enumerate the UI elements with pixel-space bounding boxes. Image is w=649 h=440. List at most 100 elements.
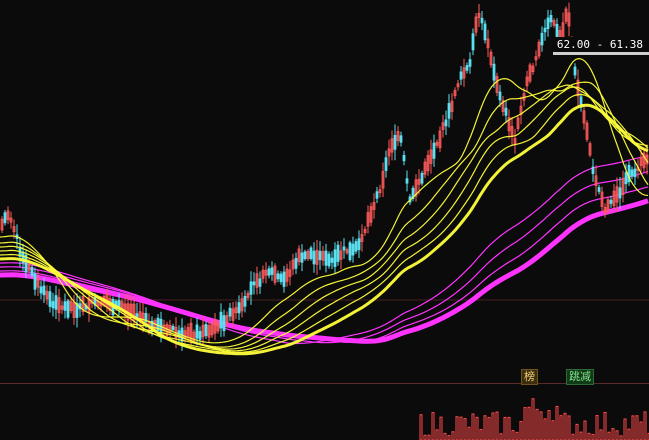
candle-body xyxy=(618,187,622,199)
candle-body xyxy=(171,325,175,331)
candle-body xyxy=(372,201,376,210)
volume-bars xyxy=(419,398,649,440)
candle-body xyxy=(327,253,331,267)
candle-body xyxy=(528,64,532,82)
volume-bar xyxy=(619,435,623,440)
candle-body xyxy=(486,38,490,49)
candle-body xyxy=(252,281,256,286)
candle-body xyxy=(495,76,499,93)
candle-body xyxy=(435,141,439,146)
candle-body xyxy=(258,278,262,287)
volume-bar xyxy=(615,430,619,440)
candle-body xyxy=(525,76,529,87)
candle-body xyxy=(36,278,40,288)
candle-body xyxy=(60,305,64,310)
candle-body xyxy=(342,246,346,251)
candle-body xyxy=(309,247,313,260)
candle-body xyxy=(3,212,7,224)
candle-body xyxy=(75,302,79,318)
candle-body xyxy=(417,178,421,185)
candle-body xyxy=(198,331,202,340)
candle-body xyxy=(516,117,520,129)
candle-body xyxy=(276,273,280,280)
candle-body xyxy=(201,324,205,338)
volume-bar xyxy=(563,412,567,440)
candle-body xyxy=(456,83,460,88)
candle-body xyxy=(54,295,58,310)
volume-bar xyxy=(455,416,459,440)
candle-body xyxy=(30,267,34,276)
candle-body xyxy=(168,325,172,333)
ma-short-line xyxy=(0,81,649,348)
candle-body xyxy=(330,257,334,263)
volume-bar xyxy=(627,428,631,440)
candle-body xyxy=(546,17,550,30)
volume-bar xyxy=(639,421,643,440)
candle-body xyxy=(393,134,397,150)
candle-body xyxy=(459,71,463,80)
candle-body xyxy=(492,63,496,81)
volume-bar xyxy=(503,416,507,440)
candle-body xyxy=(57,297,61,314)
candle-body xyxy=(204,324,208,337)
candle-body xyxy=(612,190,616,207)
candle-body xyxy=(303,251,307,260)
candle-body xyxy=(318,250,322,261)
rank-badge[interactable]: 榜 xyxy=(521,369,538,385)
candle-body xyxy=(381,170,385,189)
candle-body xyxy=(585,122,589,140)
candle-body xyxy=(225,315,229,324)
ma-short-line xyxy=(0,86,649,352)
candle-body xyxy=(537,41,541,57)
ma-short-line xyxy=(0,93,649,353)
volume-bar xyxy=(471,413,475,440)
candle-body xyxy=(0,218,4,231)
volume-bar xyxy=(515,431,519,440)
candle-body xyxy=(552,20,556,26)
volume-bar xyxy=(647,432,649,440)
volume-bar xyxy=(431,412,435,440)
drop-badge[interactable]: 跳减 xyxy=(566,369,594,385)
candle-body xyxy=(384,157,388,171)
candle-body xyxy=(621,178,625,195)
candle-body xyxy=(228,307,232,317)
candle-body xyxy=(366,212,370,227)
volume-bar xyxy=(475,416,479,440)
ma-long-line xyxy=(0,170,649,344)
candle-body xyxy=(321,251,325,261)
candle-body xyxy=(480,17,484,24)
candle-body xyxy=(600,191,604,207)
candle-body xyxy=(189,322,193,340)
candle-body xyxy=(498,91,502,101)
candle-body xyxy=(69,301,73,312)
candle-body xyxy=(453,90,457,97)
candle-body xyxy=(603,206,607,214)
candle-body xyxy=(45,290,49,300)
candle-body xyxy=(351,243,355,256)
panel-divider xyxy=(0,383,649,384)
candle-body xyxy=(444,119,448,127)
volume-bar xyxy=(443,432,447,440)
candle-body xyxy=(246,292,250,299)
volume-bar xyxy=(507,416,511,440)
volume-bar xyxy=(607,431,611,440)
volume-bar xyxy=(451,431,455,440)
candle-body xyxy=(282,271,286,287)
ma-short-lines xyxy=(0,57,649,356)
volume-bar xyxy=(567,415,571,440)
candle-body xyxy=(234,307,238,314)
volume-bar xyxy=(579,431,583,440)
candle-body xyxy=(240,298,244,312)
candle-body xyxy=(624,172,628,185)
volume-bar xyxy=(571,433,575,440)
candle-body xyxy=(12,226,16,233)
ma-long-line xyxy=(0,198,649,344)
candle-body xyxy=(279,273,283,283)
volume-bar xyxy=(535,408,539,440)
candle-body xyxy=(375,191,379,199)
candle-body xyxy=(609,199,613,204)
volume-bar xyxy=(595,414,599,440)
candle-body xyxy=(468,59,472,67)
candle-body xyxy=(582,110,586,124)
